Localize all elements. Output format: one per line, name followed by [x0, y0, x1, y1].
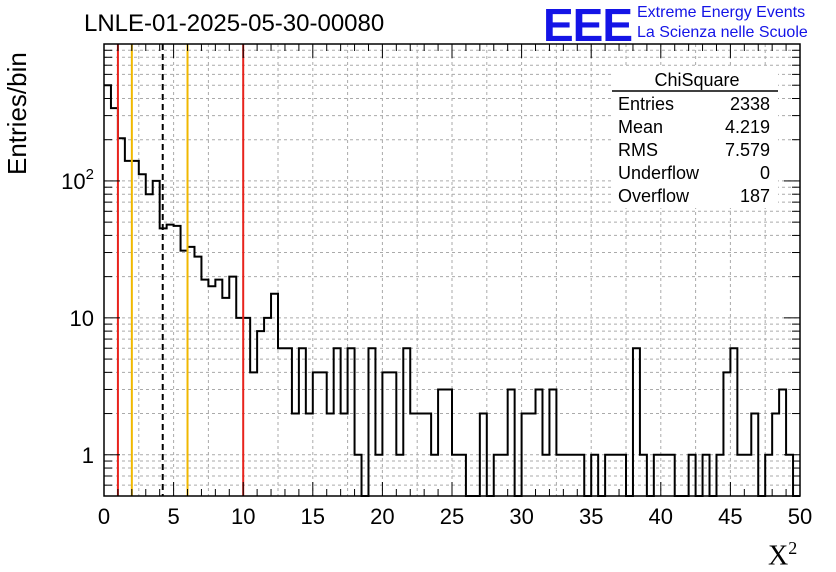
x-tick-label: 50: [788, 504, 812, 529]
x-tick-label: 0: [98, 504, 110, 529]
x-tick-label: 15: [301, 504, 325, 529]
stats-value: 187: [740, 186, 770, 206]
y-tick-label: 102: [61, 166, 94, 194]
x-axis-label: X2: [768, 538, 798, 572]
stats-label: Mean: [618, 117, 663, 137]
x-tick-label: 10: [231, 504, 255, 529]
stats-value: 7.579: [725, 140, 770, 160]
plot-title: LNLE-01-2025-05-30-00080: [84, 10, 385, 37]
y-tick-label-exponent: 2: [86, 166, 94, 183]
stats-label: RMS: [618, 140, 658, 160]
x-tick-label: 35: [579, 504, 603, 529]
y-tick-label: 1: [82, 443, 94, 468]
x-tick-label: 45: [718, 504, 742, 529]
stats-title: ChiSquare: [654, 70, 739, 90]
stats-value: 0: [760, 163, 770, 183]
stats-value: 4.219: [725, 117, 770, 137]
x-tick-label: 25: [440, 504, 464, 529]
eee-logo: EEE: [543, 0, 633, 51]
logo-line-1: Extreme Energy Events: [637, 4, 806, 21]
logo-line-2: La Scienza nelle Scuole: [637, 24, 808, 41]
y-axis-label: Entries/bin: [2, 52, 32, 175]
stats-label: Overflow: [618, 186, 690, 206]
x-tick-label: 20: [370, 504, 394, 529]
stats-label: Underflow: [618, 163, 700, 183]
x-tick-label: 5: [167, 504, 179, 529]
histogram-series: [104, 84, 800, 497]
x-tick-label: 40: [649, 504, 673, 529]
x-tick-label: 30: [509, 504, 533, 529]
stats-value: 2338: [730, 94, 770, 114]
y-tick-label: 10: [70, 306, 94, 331]
stats-label: Entries: [618, 94, 674, 114]
